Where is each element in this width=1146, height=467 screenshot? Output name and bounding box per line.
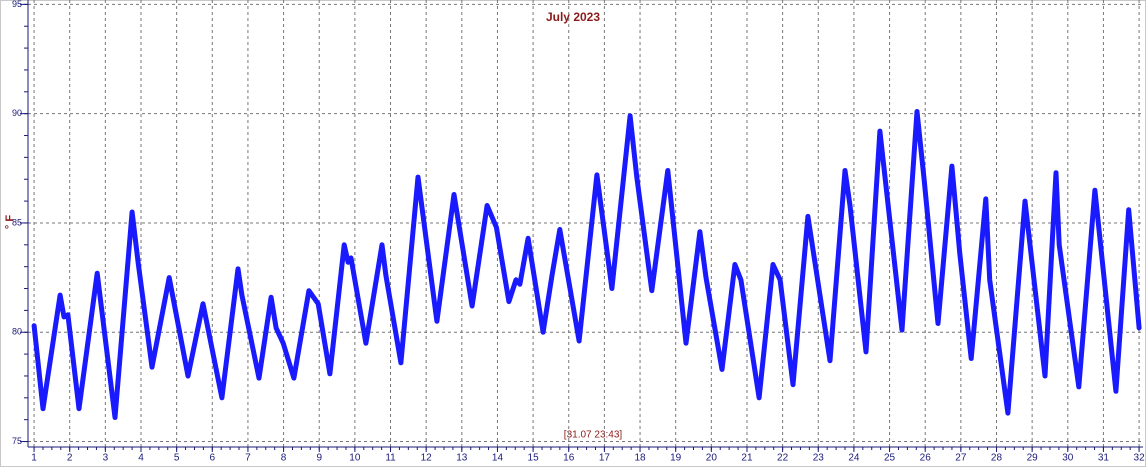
y-tick-label: 95 (12, 0, 22, 9)
x-tick-label: 20 (706, 453, 718, 464)
x-tick-label: 13 (456, 453, 468, 464)
x-tick-label: 19 (670, 453, 682, 464)
x-tick-label: 27 (955, 453, 967, 464)
x-tick-label: 11 (385, 453, 396, 464)
x-tick-label: 12 (421, 453, 433, 464)
x-tick-label: 15 (528, 453, 540, 464)
x-tick-label: 30 (1062, 453, 1074, 464)
x-tick-label: 16 (563, 453, 575, 464)
x-tick-label: 28 (991, 453, 1003, 464)
x-tick-label: 4 (138, 453, 144, 464)
y-axis-label: ° F (4, 215, 16, 229)
x-tick-label: 8 (281, 453, 287, 464)
y-tick-label: 80 (12, 327, 22, 337)
data-line (31, 109, 1142, 420)
x-tick-label: 5 (174, 453, 180, 464)
x-tick-label: 2 (67, 453, 73, 464)
x-tick-label: 3 (103, 453, 109, 464)
x-tick-label: 26 (920, 453, 932, 464)
x-tick-label: 25 (884, 453, 896, 464)
x-tick-label: 10 (349, 453, 361, 464)
x-tick-label: 22 (777, 453, 789, 464)
y-tick-label: 75 (12, 436, 22, 446)
x-tick-label: 1 (31, 453, 37, 464)
x-tick-label: 32 (1134, 453, 1146, 464)
x-tick-label: 29 (1027, 453, 1039, 464)
chart-title: July 2023 (546, 10, 600, 24)
x-tick-label: 9 (316, 453, 322, 464)
x-tick-label: 7 (245, 453, 251, 464)
x-tick-label: 23 (813, 453, 825, 464)
x-tick-label: 6 (210, 453, 216, 464)
x-tick-label: 17 (599, 453, 611, 464)
x-tick-label: 21 (741, 453, 753, 464)
x-tick-label: 14 (492, 453, 504, 464)
footer: [31.07 23:43] (564, 430, 623, 441)
x-tick-label: 18 (634, 453, 646, 464)
y-tick-label: 85 (12, 217, 22, 227)
x-tick-label: 31 (1098, 453, 1110, 464)
x-tick-label: 24 (848, 453, 860, 464)
y-tick-label: 90 (12, 108, 22, 118)
